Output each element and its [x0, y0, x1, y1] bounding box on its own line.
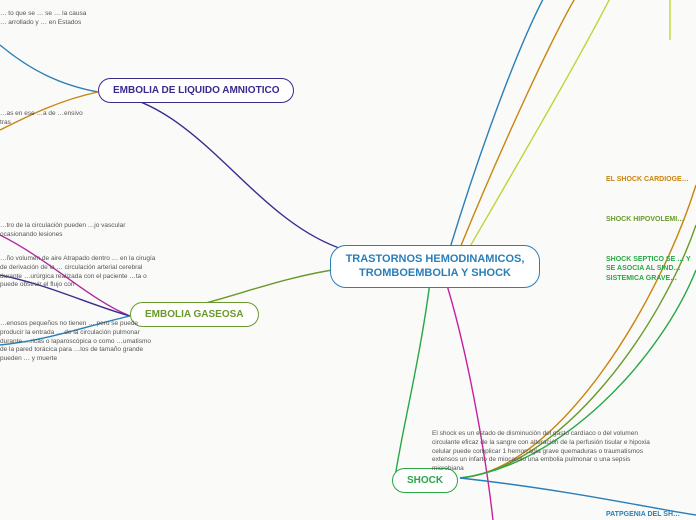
body-text: …tro de la circulación pueden …jo vascul…: [0, 222, 160, 240]
body-text: …as en ese …a de …ensivo tras: [0, 110, 90, 128]
right-label: EL SHOCK CARDIOGE…: [606, 175, 696, 184]
body-text: … to que se … se … la causa … arrollado …: [0, 10, 90, 28]
body-text: …ño volumen de aire Atrapado dentro … en…: [0, 255, 160, 290]
right-label: PATPGENIA DEL SH…: [606, 510, 696, 519]
connector: [468, 0, 614, 250]
node-amniotico[interactable]: EMBOLIA DE LIQUIDO AMNIOTICO: [98, 78, 294, 103]
connector: [460, 0, 580, 248]
body-text: …enosos pequeños no tienen … pero se pue…: [0, 320, 160, 364]
right-label: SHOCK SEPTICO SE … Y SE ASOCIA AL SIND… …: [606, 255, 696, 283]
center-node[interactable]: TRASTORNOS HEMODINAMICOS, TROMBOEMBOLIA …: [330, 245, 540, 288]
right-label: SHOCK HIPOVOLEMI…: [606, 215, 696, 224]
mindmap-canvas: TRASTORNOS HEMODINAMICOS, TROMBOEMBOLIA …: [0, 0, 696, 520]
connector: [395, 282, 430, 478]
body-text: El shock es un estado de disminución del…: [432, 430, 652, 474]
connector: [0, 45, 98, 92]
connector: [450, 0, 548, 248]
